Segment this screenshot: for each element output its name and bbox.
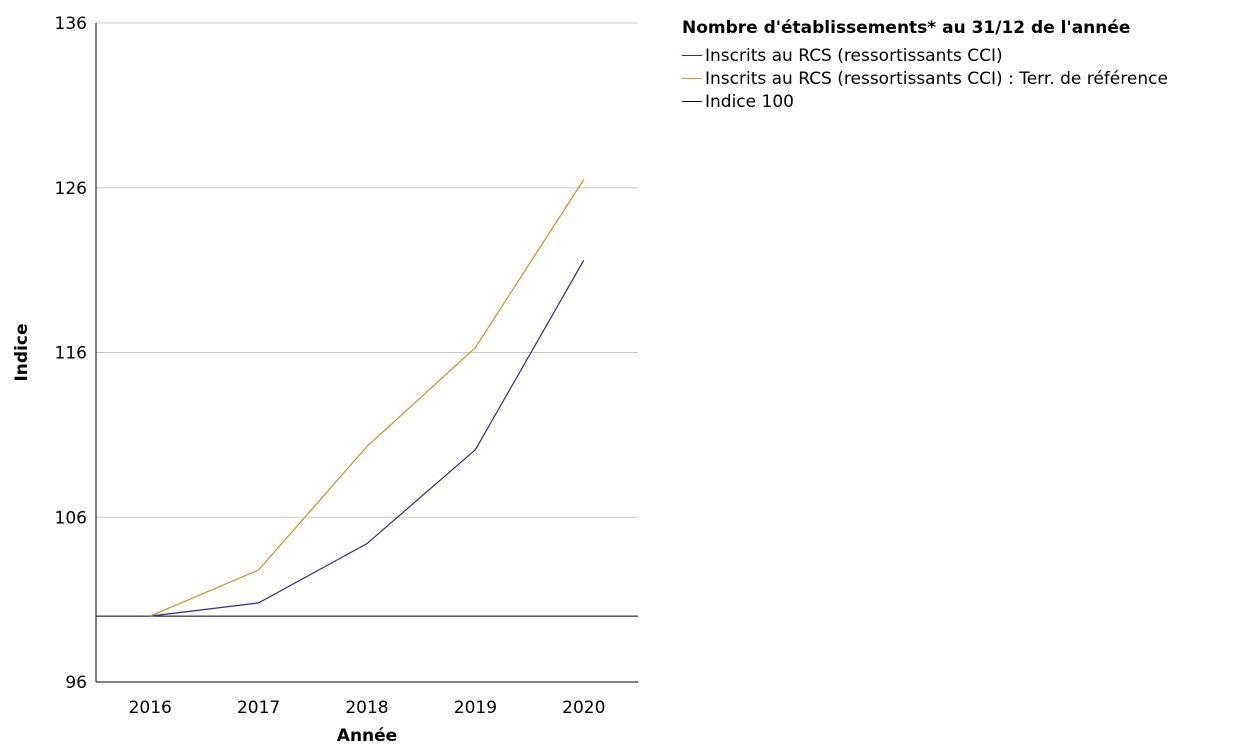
grid-lines [96, 22, 638, 518]
series-layer [149, 179, 585, 617]
legend-item-reference: Indice 100 [682, 90, 1238, 113]
y-tick-label-136: 136 [55, 14, 87, 34]
x-tick-label-2016: 2016 [129, 698, 172, 718]
legend: Nombre d'établissements* au 31/12 de l'a… [682, 18, 1238, 113]
series-line-2 [149, 179, 585, 617]
legend-label-series-1: Inscrits au RCS (ressortissants CCI) [705, 45, 1003, 66]
legend-title: Nombre d'établissements* au 31/12 de l'a… [682, 18, 1131, 38]
x-tick-label-2020: 2020 [562, 698, 605, 718]
y-tick-label-96: 96 [65, 673, 87, 693]
y-axis-title: Indice [12, 323, 32, 381]
y-tick-labels: 96 106 116 126 136 [55, 14, 87, 693]
legend-swatch-series-1 [682, 55, 702, 56]
legend-swatch-series-2 [682, 78, 702, 79]
x-tick-label-2019: 2019 [454, 698, 497, 718]
y-tick-label-116: 116 [55, 344, 87, 364]
y-tick-label-106: 106 [55, 508, 87, 528]
legend-item-series-2: Inscrits au RCS (ressortissants CCI) : T… [682, 67, 1238, 90]
axes [95, 23, 638, 683]
legend-label-reference: Indice 100 [705, 91, 794, 112]
x-tick-label-2017: 2017 [237, 698, 280, 718]
y-tick-label-126: 126 [55, 179, 87, 199]
legend-item-series-1: Inscrits au RCS (ressortissants CCI) [682, 44, 1238, 67]
x-tick-label-2018: 2018 [345, 698, 388, 718]
series-line-1 [150, 259, 585, 617]
legend-label-series-2: Inscrits au RCS (ressortissants CCI) : T… [705, 68, 1168, 89]
x-axis-title: Année [337, 726, 397, 745]
x-tick-labels: 2016 2017 2018 2019 2020 [129, 698, 606, 718]
legend-swatch-reference [682, 101, 702, 102]
